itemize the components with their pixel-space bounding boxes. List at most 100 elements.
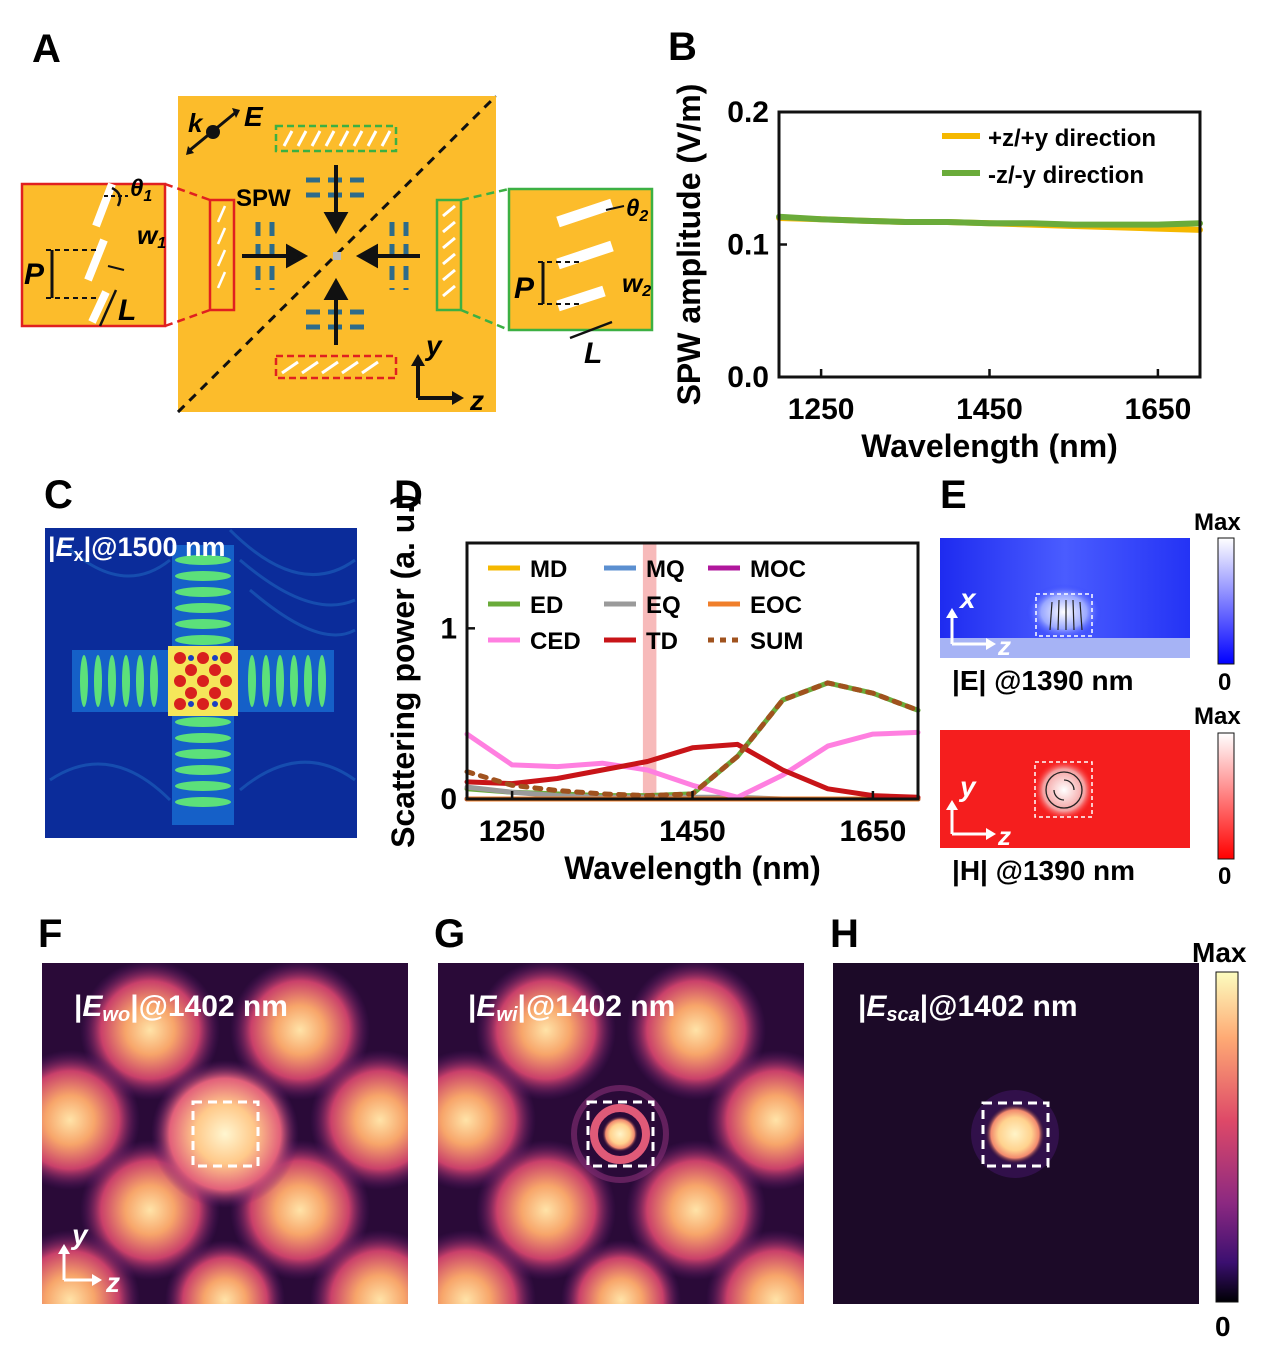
panel-label-h: H <box>830 912 859 956</box>
h-colorbar <box>1217 732 1235 860</box>
right-zoom-line-bottom <box>460 308 510 332</box>
ex-horizontal-fringes <box>80 655 326 707</box>
scattering-power-chart: 1250 1450 1650 0 1 Wavelength (nm) Scattering … <box>385 494 921 886</box>
f-axis-z-arrowhead <box>92 1274 102 1286</box>
bottom-grating-box <box>274 354 398 380</box>
l-left-label: L <box>118 294 136 327</box>
e-axis-z-label: z <box>997 631 1011 661</box>
e-axis-x-label: x <box>958 583 977 614</box>
e-label: E <box>244 101 264 132</box>
y-tick-label: 0 <box>440 783 457 816</box>
left-inset <box>20 182 167 328</box>
l-right-label: L <box>584 337 602 370</box>
f-axis-z-label: z <box>105 1267 120 1298</box>
spw-label: SPW <box>236 185 291 212</box>
ewo-particle-box <box>191 1100 260 1168</box>
ewo-lattice <box>42 963 408 1304</box>
panel-label-c: C <box>44 473 73 517</box>
l-right-dimension <box>569 320 613 340</box>
axis-y-arrowhead <box>411 354 425 366</box>
ex-vertical-fringes <box>175 555 231 807</box>
y-axis-label: Scattering power (a. u.) <box>385 494 421 848</box>
f-axis-y-label: y <box>70 1219 89 1250</box>
h-field-particle-box <box>1034 761 1093 818</box>
w1-tick <box>107 265 125 271</box>
legend-label-mq: MQ <box>646 556 685 583</box>
k-vector-dot <box>206 125 220 139</box>
legend-label-ed: ED <box>530 592 563 619</box>
x-tick-label: 1450 <box>659 815 726 848</box>
h-field-glow <box>1034 760 1094 820</box>
h-axis-y-arrowhead <box>946 800 958 810</box>
axis-z-arrowhead <box>452 391 464 405</box>
ex-field-label: |Ex|@1500 nm <box>48 532 226 565</box>
k-label: k <box>188 108 204 138</box>
panel-h: H |Esca|@1402 nm Max 0 <box>830 912 1247 1342</box>
polarization-arrowhead-1 <box>232 108 240 118</box>
p-left-label: P <box>24 258 45 291</box>
e-field-glow <box>1026 584 1102 640</box>
h-field-vortex <box>1045 771 1083 809</box>
w2-label: w2 <box>622 268 651 300</box>
e-field-vectors <box>1049 599 1083 631</box>
ex-center-hotspots <box>174 652 232 710</box>
y-tick-label: 0.1 <box>727 229 769 262</box>
e-field-caption: |E| @1390 nm <box>952 665 1134 696</box>
axis-y-label: y <box>424 330 443 361</box>
left-zoom-line-top <box>164 182 211 202</box>
h-colorbar-zero: 0 <box>1218 863 1231 890</box>
right-grating-slits <box>442 204 456 298</box>
panel-e: E x z |E| @1390 nm Max 0 <box>940 473 1241 890</box>
x-tick-label: 1450 <box>956 393 1023 426</box>
ewi-particle-box <box>586 1100 655 1168</box>
h-axis-z-arrowhead <box>986 828 996 840</box>
right-grating-box <box>435 198 463 312</box>
top-grating-slits <box>282 130 392 147</box>
panel-label-f: F <box>38 912 62 956</box>
series-line-td <box>464 741 921 800</box>
panel-b: B 1250 1450 1650 0.0 0.1 0.2 Wavelength (nm) SP… <box>668 25 1203 464</box>
y-tick-label: 0.0 <box>727 361 769 394</box>
e-colorbar-max: Max <box>1194 509 1241 536</box>
y-tick-label: 0.2 <box>727 96 769 129</box>
x-tick-label: 1650 <box>1125 393 1192 426</box>
ex-field-pattern <box>45 528 357 838</box>
x-tick-label: 1250 <box>788 393 855 426</box>
y-axis-label: SPW amplitude (V/m) <box>671 84 707 406</box>
legend-label-md: MD <box>530 556 567 583</box>
polarization-arrowhead-2 <box>186 146 194 155</box>
legend-label-sum: SUM <box>750 628 803 655</box>
ewi-label: |Ewi|@1402 nm <box>468 990 675 1026</box>
x-axis-label: Wavelength (nm) <box>564 850 821 886</box>
l-left-dimension <box>98 289 118 327</box>
panel-label-d: D <box>394 473 423 517</box>
legend-label-0: +z/+y direction <box>988 125 1156 152</box>
series-line-ced <box>464 729 921 800</box>
panel-label-a: A <box>32 27 61 71</box>
nanoparticle <box>333 252 341 260</box>
legend-label-td: TD <box>646 628 678 655</box>
top-grating-box <box>274 124 398 153</box>
x-axis-label: Wavelength (nm) <box>861 428 1118 464</box>
highlight-band <box>642 543 657 799</box>
ewi-lattice <box>438 963 804 1304</box>
theta1-label: θ1 <box>130 175 152 205</box>
legend-label-eq: EQ <box>646 592 681 619</box>
panel-c: C <box>44 473 357 838</box>
esca-hotspot <box>985 1104 1045 1164</box>
p-right-label: P <box>514 272 535 305</box>
panel-d: D 1250 1450 1650 0 1 Wavelength (nm) Scatterin… <box>385 473 921 886</box>
theta2-arc <box>605 205 625 211</box>
h-field-caption: |H| @1390 nm <box>952 855 1135 886</box>
f-axis-y-arrowhead <box>58 1244 70 1254</box>
theta2-label: θ2 <box>626 195 648 225</box>
esca-label: |Esca|@1402 nm <box>858 990 1078 1026</box>
e-colorbar-zero: 0 <box>1218 669 1231 696</box>
x-tick-label: 1650 <box>840 815 907 848</box>
x-tick-label: 1250 <box>479 815 546 848</box>
e-axis-z-arrowhead <box>986 638 996 650</box>
e-field-substrate <box>940 638 1190 658</box>
magma-colorbar-zero: 0 <box>1215 1311 1231 1342</box>
left-grating-slits <box>216 205 227 289</box>
